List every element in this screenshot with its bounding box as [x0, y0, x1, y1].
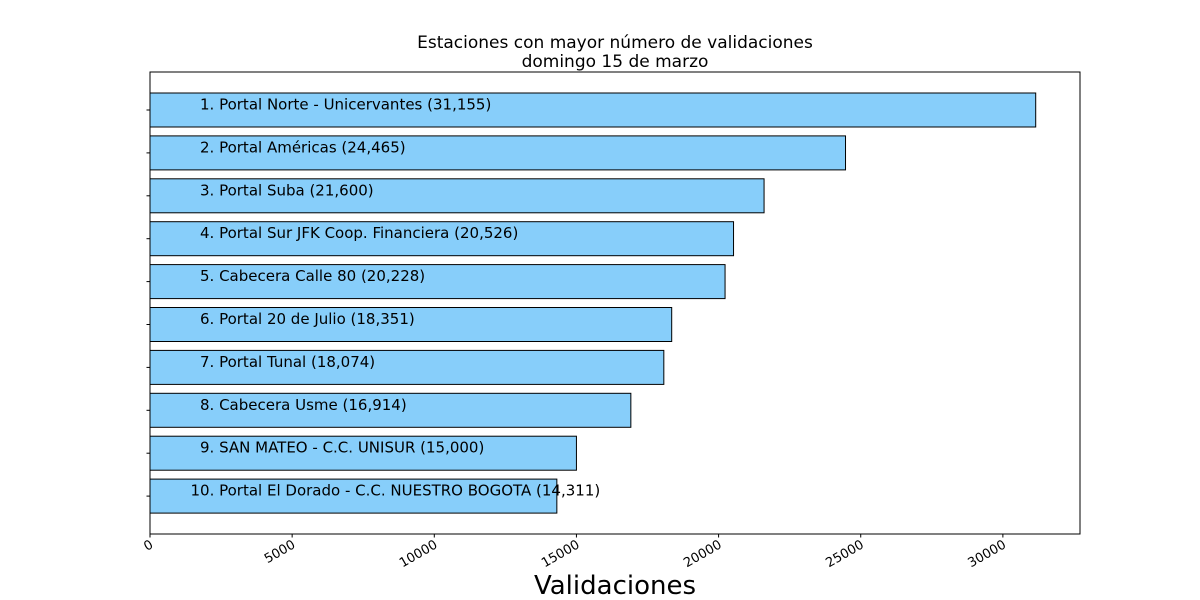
bar-10 [149, 478, 558, 514]
x-ticks-group: 0 5000 10000 15000 20000 25000 30000 [141, 534, 1009, 571]
x-tick-label-20000: 20000 [681, 537, 724, 571]
bar-label-7: 7. Portal Tunal (18,074) [200, 353, 375, 371]
bar-label-9: 9. SAN MATEO - C.C. UNISUR (15,000) [200, 439, 484, 457]
bar-1 [149, 92, 1037, 128]
bar-label-8: 8. Cabecera Usme (16,914) [200, 396, 407, 414]
bar-5 [149, 264, 726, 300]
bar-3 [149, 178, 765, 214]
bars-group [149, 92, 1037, 514]
x-tick-label-10000: 10000 [397, 537, 440, 571]
bar-label-3: 3. Portal Suba (21,600) [200, 181, 374, 199]
bar-label-4: 4. Portal Sur JFK Coop. Financiera (20,5… [200, 224, 518, 242]
bar-labels-group: 1. Portal Norte - Unicervantes (31,155) 2… [191, 96, 601, 500]
bar-label-5: 5. Cabecera Calle 80 (20,228) [200, 267, 425, 285]
y-ticks-group [146, 109, 150, 497]
bar-label-1: 1. Portal Norte - Unicervantes (31,155) [200, 96, 491, 114]
bar-label-2: 2. Portal Américas (24,465) [200, 138, 406, 156]
x-tick-label-15000: 15000 [539, 537, 582, 571]
x-tick-label-30000: 30000 [966, 537, 1009, 571]
bar-2 [149, 135, 847, 171]
chart-title-line-2: domingo 15 de marzo [522, 52, 709, 72]
bar-label-6: 6. Portal 20 de Julio (18,351) [200, 310, 415, 328]
x-tick-label-5000: 5000 [262, 537, 298, 567]
plot-area-frame [149, 71, 1081, 535]
bar-4 [149, 221, 735, 257]
bar-7 [149, 349, 665, 385]
chart-title-line-1: Estaciones con mayor número de validacio… [417, 33, 813, 53]
x-tick-label-25000: 25000 [823, 537, 866, 571]
x-axis-title: Validaciones [534, 571, 696, 600]
x-tick-label-0: 0 [141, 537, 156, 554]
bar-label-10: 10. Portal El Dorado - C.C. NUESTRO BOGO… [191, 482, 601, 500]
